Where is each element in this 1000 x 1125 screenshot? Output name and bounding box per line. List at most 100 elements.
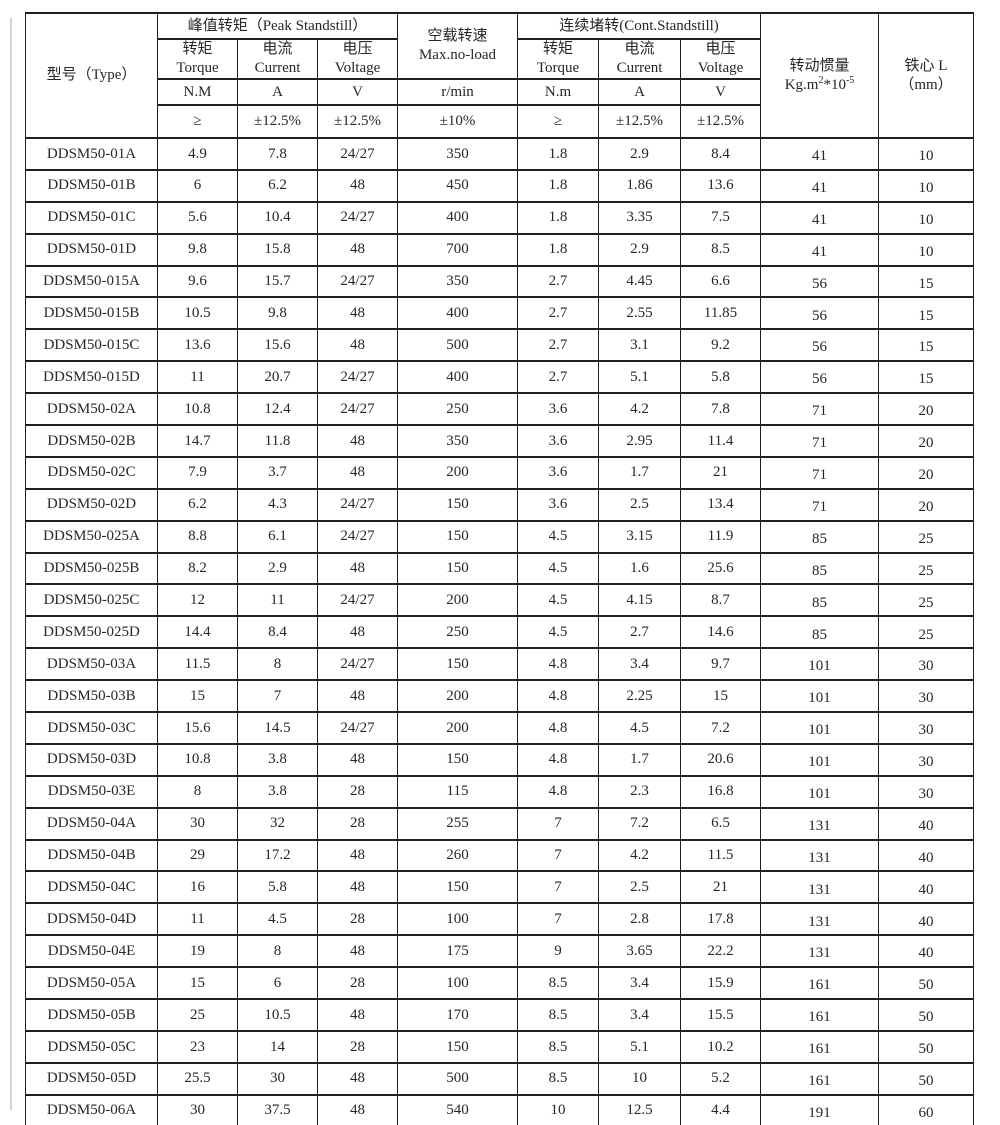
cont-current-tolerance: ±12.5% [598, 104, 681, 139]
peak-voltage-cell: 28 [317, 806, 398, 841]
inertia-cell: 101 [760, 647, 880, 682]
cont-voltage-cell: 20.6 [679, 742, 762, 777]
peak-torque-cell: 6 [157, 168, 238, 203]
type-cell: DDSM50-05A [25, 966, 158, 1001]
noload-speed-cell: 200 [397, 679, 518, 714]
core-length-column-header: 铁心 L （mm） [878, 12, 975, 139]
peak-torque-cell: 15.6 [157, 711, 238, 745]
table-row: DDSM50-03D 10.8 3.8 48 150 4.8 1.7 20.6 101 30 [25, 742, 975, 777]
peak-torque-cell: 13.6 [157, 328, 238, 363]
table-row: DDSM50-015A 9.6 15.7 24/27 350 2.7 4.45 6.6 56 15 [25, 264, 975, 299]
cont-voltage-cell: 11.4 [679, 424, 762, 458]
type-cell: DDSM50-04D [25, 902, 158, 937]
peak-torque-cell: 12 [157, 583, 238, 618]
noload-tolerance: ±10% [397, 104, 518, 139]
cont-torque-cell: 3.6 [517, 455, 599, 490]
cont-current-cell: 7.2 [598, 806, 681, 841]
type-cell: DDSM50-015B [25, 296, 158, 331]
cont-voltage-cell: 16.8 [679, 774, 762, 809]
peak-torque-cell: 8.8 [157, 519, 238, 554]
cont-current-cell: 2.9 [598, 137, 681, 171]
core-length-cell: 15 [878, 296, 975, 331]
table-row: DDSM50-01C 5.6 10.4 24/27 400 1.8 3.35 7.5 41 10 [25, 200, 975, 235]
table-row: DDSM50-01D 9.8 15.8 48 700 1.8 2.9 8.5 41 10 [25, 232, 975, 267]
inertia-unit: Kg.m2*10-5 [784, 74, 855, 93]
peak-torque-cell: 7.9 [157, 455, 238, 490]
cont-torque-cell: 3.6 [517, 392, 599, 427]
table-row: DDSM50-02D 6.2 4.3 24/27 150 3.6 2.5 13.4 71 20 [25, 487, 975, 522]
inertia-cell: 131 [760, 806, 880, 841]
peak-torque-header: 转矩 Torque [157, 38, 238, 80]
peak-current-cell: 11 [237, 583, 318, 618]
noload-speed-cell: 250 [397, 615, 518, 650]
type-cell: DDSM50-01B [25, 168, 158, 203]
cont-torque-cell: 1.8 [517, 137, 599, 171]
peak-voltage-cell: 48 [317, 998, 398, 1032]
core-length-cell: 50 [878, 1061, 975, 1096]
cont-voltage-cell: 9.7 [679, 647, 762, 682]
cont-torque-cell: 2.7 [517, 328, 599, 363]
noload-speed-cell: 500 [397, 1061, 518, 1096]
table-row: DDSM50-04A 30 32 28 255 7 7.2 6.5 131 40 [25, 806, 975, 841]
type-cell: DDSM50-03D [25, 742, 158, 777]
noload-speed-cell: 400 [397, 360, 518, 395]
cont-torque-cell: 4.5 [517, 583, 599, 618]
core-length-cell: 20 [878, 487, 975, 522]
peak-voltage-cell: 48 [317, 296, 398, 331]
peak-current-cell: 30 [237, 1061, 318, 1096]
core-length-cell: 20 [878, 392, 975, 427]
type-cell: DDSM50-04E [25, 934, 158, 969]
peak-current-unit: A [237, 78, 318, 106]
inertia-cell: 71 [760, 487, 880, 522]
cont-voltage-unit: V [679, 78, 762, 106]
header-row-sublabels: 转矩 Torque 电流 Current 电压 Voltage 转矩 Torqu… [26, 38, 974, 80]
cont-voltage-cell: 4.4 [679, 1093, 762, 1125]
noload-speed-cell: 100 [397, 902, 518, 937]
cont-torque-cell: 8.5 [517, 998, 599, 1032]
cont-voltage-cell: 8.7 [679, 583, 762, 618]
peak-torque-unit: N.M [157, 78, 238, 106]
type-cell: DDSM50-025B [25, 551, 158, 586]
peak-standstill-group-header: 峰值转矩（Peak Standstill） [157, 12, 398, 40]
type-cell: DDSM50-04C [25, 870, 158, 905]
cont-current-cell: 2.9 [598, 232, 681, 267]
type-cell: DDSM50-025D [25, 615, 158, 650]
cont-voltage-cell: 13.4 [679, 487, 762, 522]
core-length-cell: 15 [878, 264, 975, 299]
peak-current-cell: 15.6 [237, 328, 318, 363]
peak-torque-cell: 8.2 [157, 551, 238, 586]
table-row: DDSM50-015D 11 20.7 24/27 400 2.7 5.1 5.8 56 15 [25, 360, 975, 395]
table-row: DDSM50-03A 11.5 8 24/27 150 4.8 3.4 9.7 101 30 [25, 647, 975, 682]
cont-voltage-cell: 8.4 [679, 137, 762, 171]
core-length-cell: 50 [878, 998, 975, 1032]
inertia-label: 转动惯量 [789, 57, 850, 74]
peak-current-cell: 37.5 [237, 1093, 318, 1125]
peak-current-cell: 3.8 [237, 774, 318, 809]
cont-torque-cell: 4.8 [517, 647, 599, 682]
peak-current-cell: 7 [237, 679, 318, 714]
cont-current-cell: 2.5 [598, 870, 681, 905]
page-edge-line [10, 18, 12, 1110]
core-length-cell: 10 [878, 200, 975, 235]
type-cell: DDSM50-015C [25, 328, 158, 363]
peak-current-cell: 8 [237, 647, 318, 682]
core-length-cell: 30 [878, 774, 975, 809]
cont-torque-cell: 1.8 [517, 232, 599, 267]
peak-current-cell: 9.8 [237, 296, 318, 331]
peak-torque-tolerance: ≥ [157, 104, 238, 139]
core-length-cell: 40 [878, 934, 975, 969]
type-cell: DDSM50-02D [25, 487, 158, 522]
inertia-column-header: 转动惯量 Kg.m2*10-5 [760, 12, 880, 139]
noload-speed-cell: 200 [397, 455, 518, 490]
peak-current-header: 电流 Current [237, 38, 318, 80]
type-cell: DDSM50-04B [25, 838, 158, 873]
cont-torque-cell: 8.5 [517, 1029, 599, 1064]
inertia-cell: 101 [760, 774, 880, 809]
peak-torque-cell: 4.9 [157, 137, 238, 171]
core-length-cell: 30 [878, 679, 975, 714]
peak-current-cell: 17.2 [237, 838, 318, 873]
cont-current-cell: 4.2 [598, 838, 681, 873]
table-row: DDSM50-04E 19 8 48 175 9 3.65 22.2 131 40 [25, 934, 975, 969]
type-cell: DDSM50-02A [25, 392, 158, 427]
cont-current-cell: 2.8 [598, 902, 681, 937]
